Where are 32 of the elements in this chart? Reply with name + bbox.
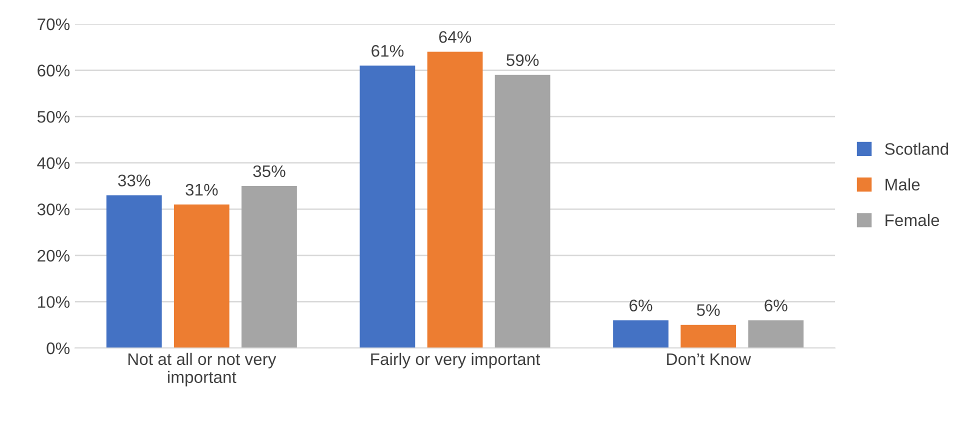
bar: [242, 186, 297, 348]
data-label: 31%: [186, 184, 218, 196]
x-tick-label: Fairly or very important: [371, 352, 540, 368]
data-label: 5%: [696, 304, 720, 316]
bar: [613, 320, 668, 348]
y-tick-label: 30%: [37, 204, 70, 216]
y-tick-label: 0%: [46, 342, 70, 354]
data-label: 6%: [630, 300, 652, 312]
y-tick-label: 10%: [38, 296, 70, 308]
data-label: 59%: [506, 54, 539, 66]
data-label: 64%: [439, 31, 472, 43]
bar: [748, 320, 804, 348]
legend-label: Female: [886, 214, 940, 226]
data-label: 61%: [372, 45, 404, 57]
x-tick-label: Don’t Know: [667, 353, 751, 366]
y-tick-label: 50%: [37, 110, 70, 123]
y-tick-label: 20%: [38, 250, 70, 262]
data-label: 6%: [764, 300, 788, 312]
bar: [360, 66, 416, 348]
bar: [174, 204, 230, 348]
data-label: 35%: [253, 165, 286, 178]
bar: [106, 195, 162, 348]
bar: [494, 74, 550, 348]
bar: [427, 52, 483, 348]
x-tick-label: Not at all or not very important: [128, 352, 276, 386]
bar: [680, 324, 736, 348]
y-tick-label: 40%: [37, 157, 70, 170]
data-label: 33%: [118, 174, 150, 186]
y-tick-label: 70%: [38, 18, 70, 30]
y-tick-label: 60%: [38, 64, 70, 76]
legend-label: Scotland: [885, 142, 948, 155]
legend-label: Male: [886, 178, 920, 191]
